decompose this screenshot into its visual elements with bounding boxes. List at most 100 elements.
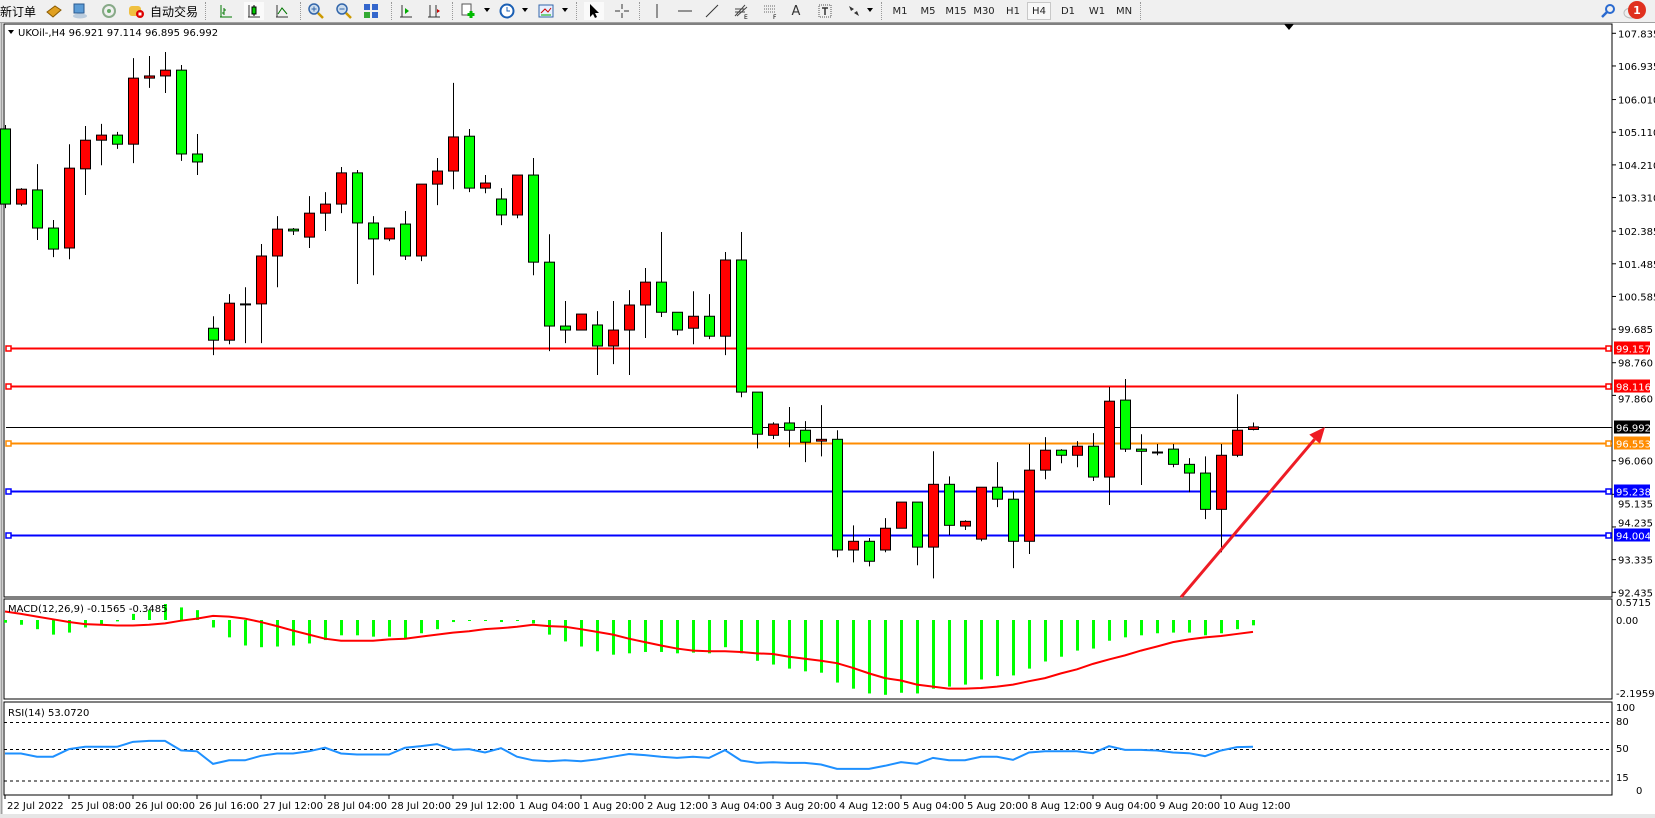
timeframe-m15-button[interactable]: M15 xyxy=(945,5,967,17)
price-level-label: 96.992 xyxy=(1616,424,1651,435)
macd-axis-label: 0.5715 xyxy=(1616,598,1651,609)
cursor-icon[interactable] xyxy=(584,2,604,20)
rsi-pane xyxy=(3,701,1613,796)
periods-icon[interactable] xyxy=(497,2,517,20)
candle xyxy=(1152,444,1163,456)
search-icon[interactable] xyxy=(1598,2,1618,20)
zoom-out-icon[interactable] xyxy=(334,2,354,20)
candle xyxy=(544,234,555,352)
line-handle[interactable] xyxy=(5,383,12,390)
line-handle[interactable] xyxy=(1605,532,1612,539)
candle-body xyxy=(592,324,603,347)
price-level-label: 98.116 xyxy=(1616,383,1651,394)
bar-chart-icon[interactable] xyxy=(216,2,236,20)
macd-histogram-bar xyxy=(228,620,231,638)
timeframe-m5-button[interactable]: M5 xyxy=(920,5,936,17)
arrows-icon[interactable] xyxy=(844,2,864,20)
rsi-axis-label: 100 xyxy=(1616,703,1635,714)
trendline-icon[interactable] xyxy=(702,2,722,20)
notification-badge[interactable]: 1 xyxy=(1628,1,1646,19)
line-handle[interactable] xyxy=(5,532,12,539)
timeframe-mn-button[interactable]: MN xyxy=(1115,5,1133,17)
line-handle[interactable] xyxy=(1605,383,1612,390)
candle xyxy=(576,313,587,331)
text-label-icon[interactable] xyxy=(815,2,835,20)
timeframe-m30-button[interactable]: M30 xyxy=(973,5,995,17)
price-level-badge xyxy=(1614,341,1650,355)
candle-body xyxy=(640,281,651,306)
candle xyxy=(1024,444,1035,555)
price-level-label: 95.238 xyxy=(1616,488,1651,499)
templates-icon[interactable] xyxy=(536,2,556,20)
candle-body xyxy=(784,422,795,431)
market-watch-icon[interactable] xyxy=(44,2,64,20)
arrow-head-icon[interactable] xyxy=(1309,426,1325,444)
time-axis-label: 5 Aug 04:00 xyxy=(903,801,964,812)
terminal-icon[interactable] xyxy=(70,2,90,20)
chart-shift-icon[interactable] xyxy=(424,2,444,20)
time-axis-label: 2 Aug 12:00 xyxy=(647,801,708,812)
line-handle[interactable] xyxy=(5,488,12,495)
fibonacci-expansion-icon[interactable]: E xyxy=(731,2,751,20)
candlestick-chart-icon[interactable] xyxy=(244,2,264,20)
horizontal-line-icon[interactable] xyxy=(675,2,695,20)
text-icon[interactable]: A xyxy=(791,3,801,19)
candle-body xyxy=(608,329,619,347)
arrow-line[interactable] xyxy=(1179,438,1316,599)
candle-body xyxy=(1072,445,1083,456)
signals-icon[interactable] xyxy=(99,2,119,20)
timeframe-d1-button[interactable]: D1 xyxy=(1060,5,1076,17)
candle-body xyxy=(1136,448,1147,452)
candle xyxy=(464,128,475,193)
chevron-down-icon[interactable] xyxy=(562,8,568,12)
candle xyxy=(144,55,155,88)
line-handle[interactable] xyxy=(1605,345,1612,352)
chevron-down-icon[interactable] xyxy=(522,8,528,12)
line-handle[interactable] xyxy=(1605,440,1612,447)
price-level-line[interactable]: 96.992 xyxy=(6,420,1651,435)
macd-histogram-bar xyxy=(500,620,503,623)
tile-windows-icon[interactable] xyxy=(361,2,381,20)
macd-histogram-bar xyxy=(1236,620,1239,630)
candle-body xyxy=(432,170,443,185)
line-handle[interactable] xyxy=(5,440,12,447)
vertical-line-icon[interactable] xyxy=(647,2,667,20)
dropdown-triangle-icon[interactable] xyxy=(8,30,14,34)
chevron-down-icon[interactable] xyxy=(484,8,490,12)
line-handle[interactable] xyxy=(1605,488,1612,495)
macd-histogram-bar xyxy=(100,620,103,625)
price-level-line[interactable]: 99.157 xyxy=(5,341,1651,356)
candle-body xyxy=(0,128,11,205)
line-handle[interactable] xyxy=(5,345,12,352)
macd-histogram-bar xyxy=(852,620,855,689)
line-chart-icon[interactable] xyxy=(272,2,292,20)
price-level-line[interactable]: 95.238 xyxy=(5,484,1651,499)
timeframe-h4-button[interactable]: H4 xyxy=(1027,2,1051,20)
chart-shift-marker[interactable] xyxy=(1284,24,1294,30)
time-axis-area xyxy=(0,797,1655,818)
timeframe-m1-button[interactable]: M1 xyxy=(892,5,908,17)
timeframe-h1-button[interactable]: H1 xyxy=(1006,5,1020,17)
price-axis: 107.835 106.935 106.010 105.110 104.210 103.3… xyxy=(1612,29,1655,599)
chevron-down-icon[interactable] xyxy=(867,8,873,12)
fibonacci-fan-icon[interactable]: F xyxy=(760,2,780,20)
new-chart-icon[interactable] xyxy=(458,2,478,20)
price-level-line[interactable]: 96.553 xyxy=(5,436,1651,451)
autotrading-icon[interactable] xyxy=(126,2,146,20)
price-level-badge xyxy=(1614,436,1650,450)
macd-histogram-bar xyxy=(948,620,951,687)
autotrading-button[interactable]: 自动交易 xyxy=(150,4,199,19)
crosshair-icon[interactable] xyxy=(612,2,632,20)
time-axis-label: 10 Aug 12:00 xyxy=(1223,801,1290,812)
svg-text:F: F xyxy=(773,14,777,19)
macd-histogram-bar xyxy=(1204,620,1207,636)
timeframe-w1-button[interactable]: W1 xyxy=(1088,5,1106,17)
price-level-line[interactable]: 94.004 xyxy=(5,528,1651,543)
zoom-in-icon[interactable] xyxy=(306,2,326,20)
price-level-line[interactable]: 98.116 xyxy=(5,379,1651,394)
candle-body xyxy=(1120,399,1131,450)
auto-scroll-icon[interactable] xyxy=(396,2,416,20)
new-order-button[interactable]: 新订单 xyxy=(0,4,37,19)
macd-histogram-bar xyxy=(580,620,583,647)
